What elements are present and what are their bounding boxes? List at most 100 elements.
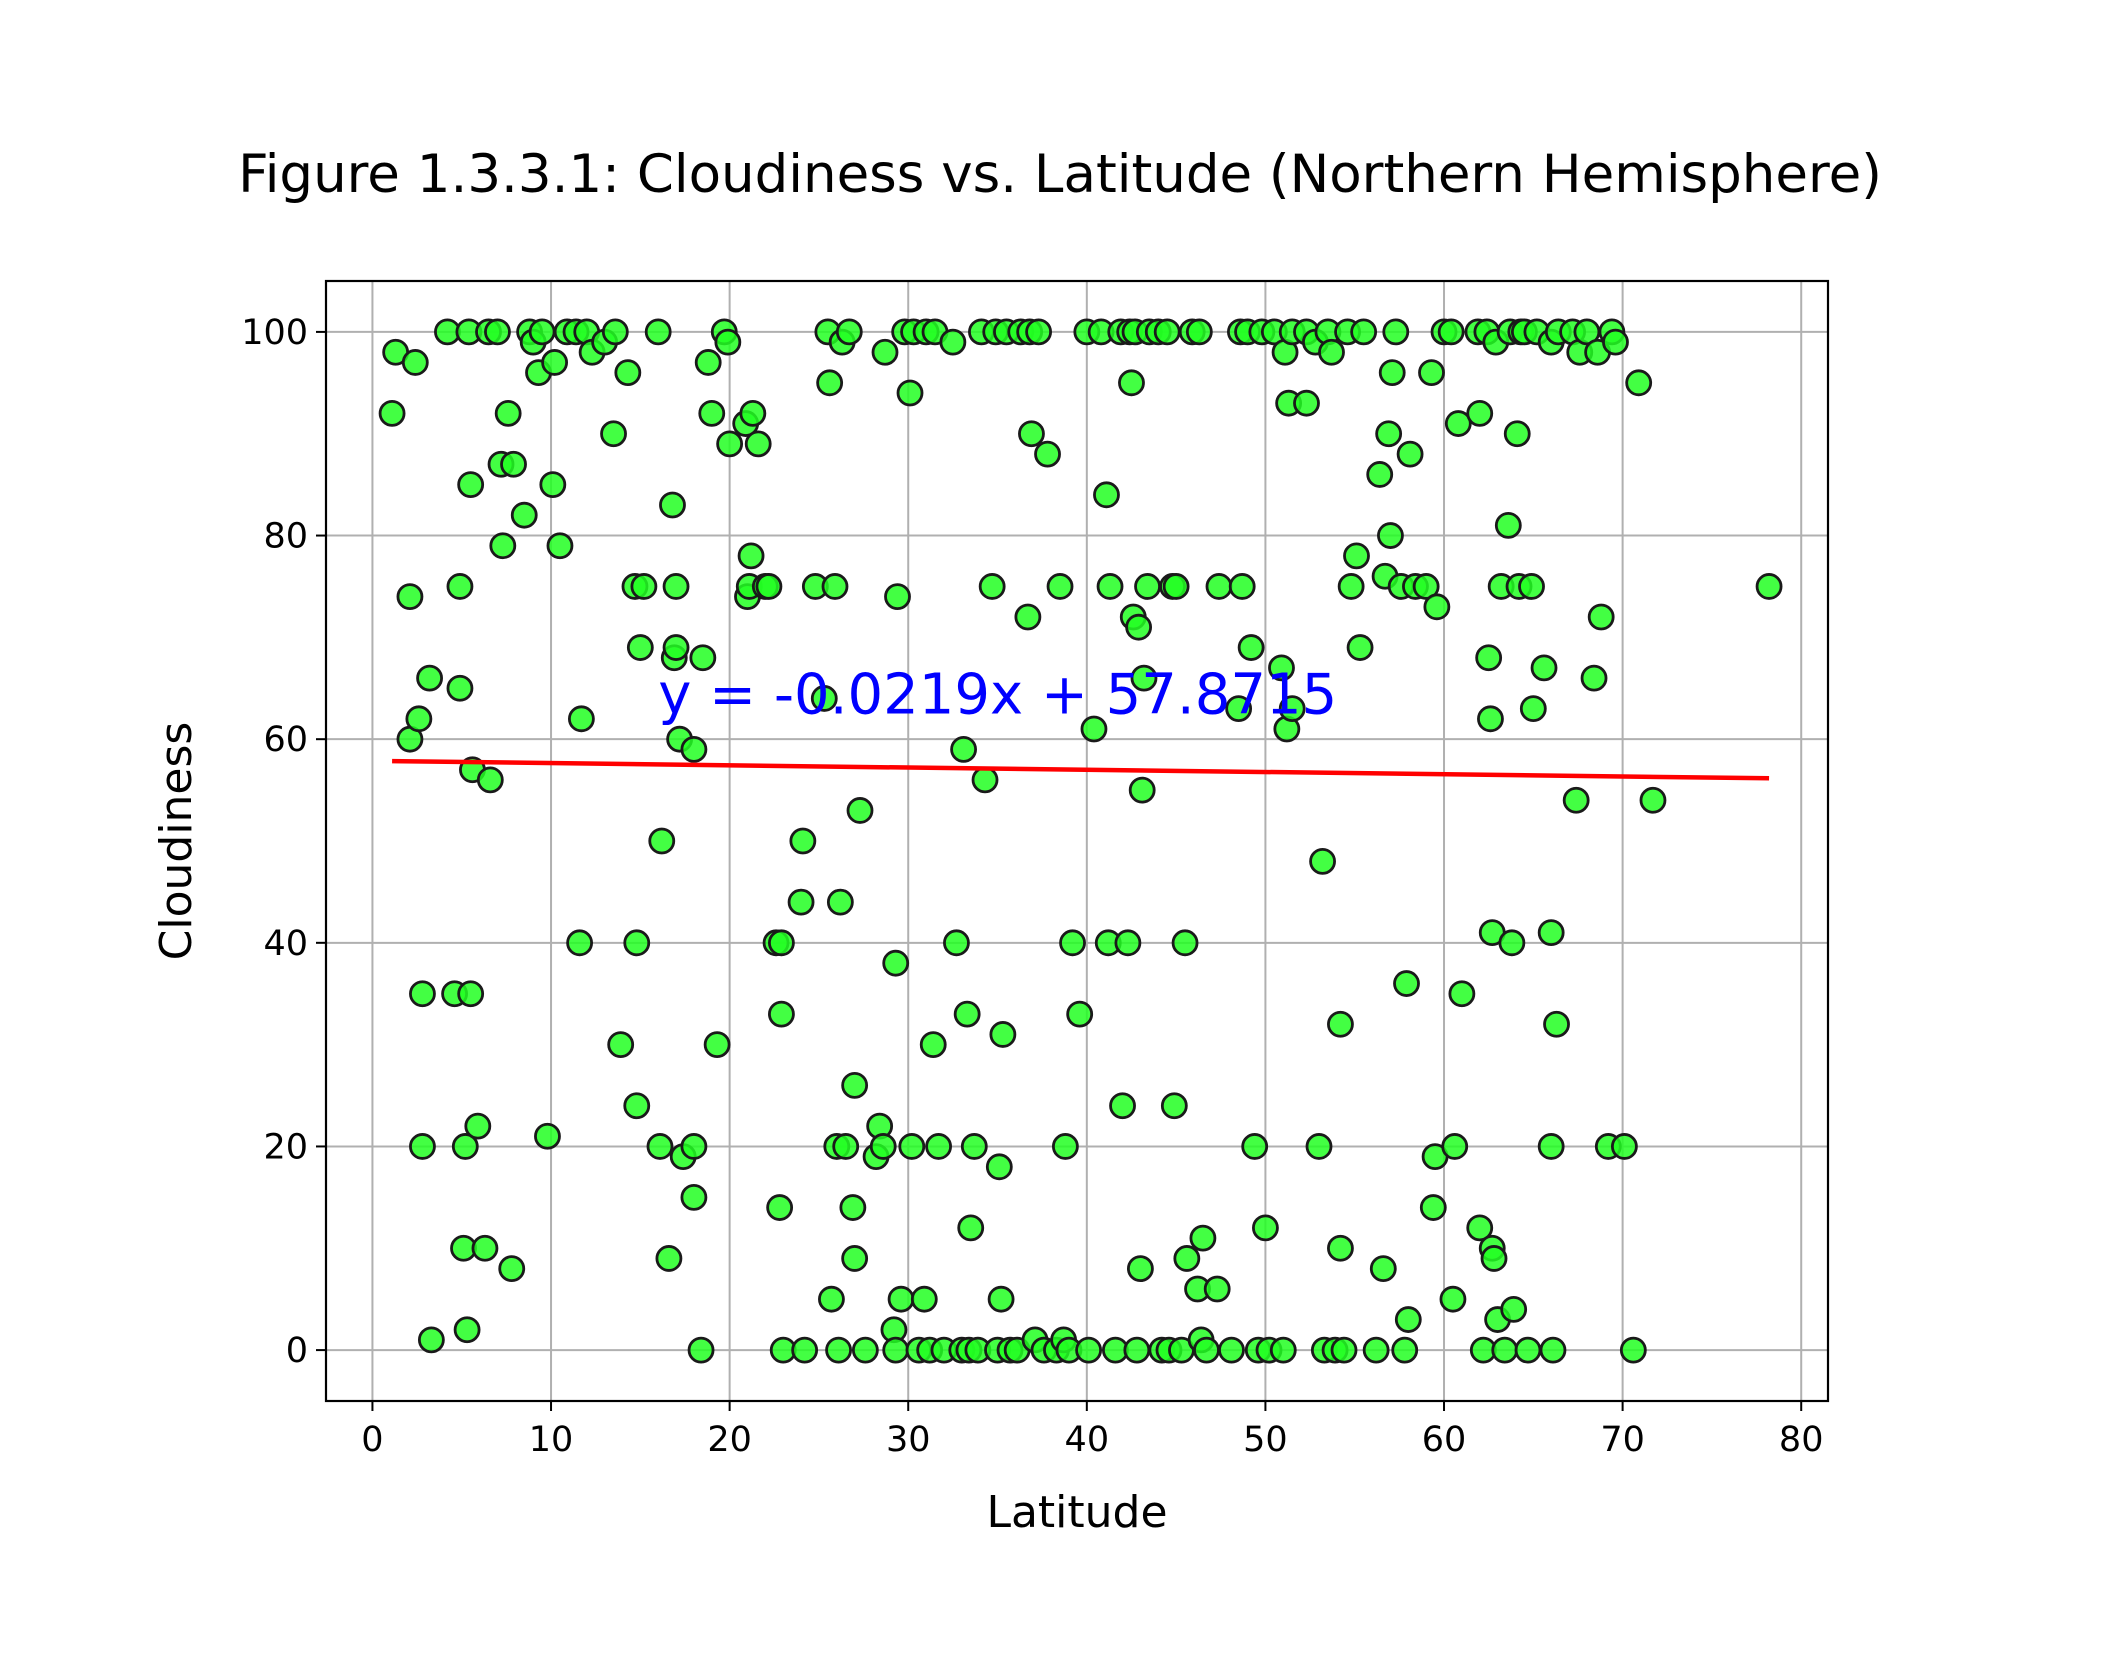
data-point — [768, 929, 795, 957]
data-point — [1066, 1000, 1094, 1028]
data-point — [655, 1245, 683, 1272]
data-point — [1518, 573, 1545, 600]
data-point — [401, 349, 429, 376]
data-point — [1466, 399, 1494, 427]
data-point — [846, 797, 874, 824]
data-point — [1318, 338, 1345, 366]
data-point — [457, 471, 485, 499]
data-point — [882, 1336, 910, 1364]
data-point — [1034, 440, 1061, 468]
data-point — [925, 1133, 952, 1160]
data-point — [1330, 1336, 1358, 1364]
data-point — [534, 1122, 561, 1150]
data-point — [1305, 1133, 1333, 1160]
data-point — [1059, 929, 1086, 957]
data-point — [453, 1316, 481, 1344]
data-point — [950, 735, 977, 763]
data-point — [630, 573, 658, 600]
data-point — [1269, 1336, 1297, 1364]
data-point — [539, 471, 567, 499]
y-tick-label: 40 — [263, 924, 308, 964]
data-point — [1346, 634, 1374, 661]
data-point — [789, 827, 817, 855]
data-point — [851, 1336, 879, 1364]
data-point — [816, 369, 844, 397]
data-point — [471, 1234, 499, 1262]
data-point — [768, 1000, 795, 1028]
data-point — [600, 420, 627, 448]
data-point — [409, 980, 436, 1008]
data-point — [694, 349, 722, 376]
data-point — [1580, 664, 1608, 692]
data-point — [1378, 359, 1406, 387]
data-point — [1366, 461, 1394, 488]
data-point — [446, 674, 474, 702]
data-point — [1423, 593, 1451, 621]
x-axis-ticks: 0 10 20 30 40 50 60 70 80 — [361, 1401, 1823, 1460]
plot-frame — [324, 279, 1830, 1403]
data-point — [791, 1336, 819, 1364]
data-point — [451, 1133, 479, 1160]
y-tick-label: 60 — [263, 720, 308, 760]
x-tick-label: 80 — [1779, 1420, 1824, 1460]
data-point — [484, 318, 511, 346]
data-point — [396, 583, 424, 611]
data-point — [648, 827, 676, 855]
data-point — [737, 542, 765, 570]
data-point — [1125, 613, 1153, 641]
x-tick-label: 50 — [1243, 1420, 1288, 1460]
data-point — [826, 888, 854, 916]
data-point — [1096, 573, 1124, 600]
data-point — [1500, 1295, 1528, 1323]
x-tick-label: 20 — [707, 1420, 752, 1460]
data-point — [1530, 654, 1558, 682]
data-point — [1444, 410, 1472, 437]
data-point — [1075, 1336, 1103, 1364]
data-point — [416, 664, 443, 692]
x-tick-label: 70 — [1600, 1420, 1645, 1460]
data-point — [825, 1336, 852, 1364]
data-point — [1189, 1224, 1217, 1252]
data-point — [1171, 929, 1199, 957]
x-tick-label: 0 — [361, 1420, 383, 1460]
data-point — [1014, 603, 1042, 631]
y-tick-label: 100 — [241, 313, 308, 353]
data-point — [1418, 359, 1445, 387]
data-point — [1109, 1092, 1136, 1120]
data-point — [662, 634, 690, 661]
regression-line — [392, 758, 1770, 781]
data-point — [1278, 695, 1306, 723]
data-point — [1051, 1133, 1079, 1160]
data-point — [1377, 522, 1404, 549]
data-point — [698, 399, 726, 427]
data-point — [1225, 695, 1253, 723]
data-point — [546, 532, 574, 560]
data-point — [1093, 481, 1120, 509]
data-point — [1350, 318, 1378, 346]
data-point — [1537, 1133, 1565, 1160]
data-point — [378, 399, 406, 427]
data-point — [1477, 705, 1504, 733]
data-point — [1127, 1255, 1154, 1283]
y-tick-label: 0 — [286, 1331, 308, 1371]
data-point — [1441, 1133, 1469, 1160]
data-point — [1128, 776, 1156, 804]
data-point — [1369, 1255, 1397, 1283]
x-tick-label: 10 — [529, 1420, 574, 1460]
data-point — [1018, 420, 1045, 448]
data-point — [1025, 318, 1053, 346]
data-point — [1391, 1336, 1419, 1364]
data-point — [1309, 847, 1336, 875]
data-point — [494, 399, 522, 427]
data-point — [957, 1214, 985, 1242]
data-point — [601, 318, 629, 346]
data-point — [1134, 573, 1161, 600]
data-point — [680, 1183, 708, 1211]
data-point — [755, 573, 783, 600]
data-point — [1114, 929, 1142, 957]
data-point — [1619, 1336, 1647, 1364]
data-point — [680, 735, 708, 763]
data-point — [1393, 970, 1420, 997]
data-point — [1755, 573, 1783, 600]
